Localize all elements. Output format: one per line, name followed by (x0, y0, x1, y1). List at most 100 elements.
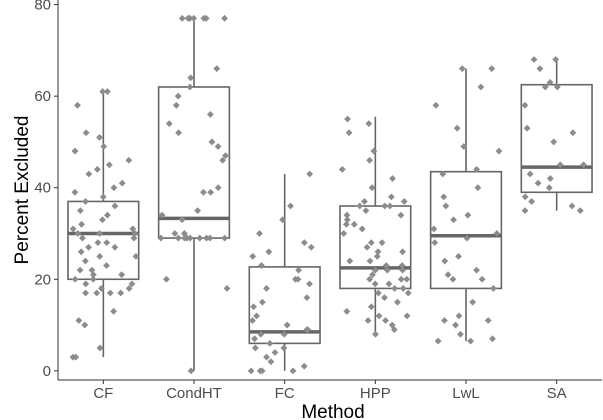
data-point (450, 216, 457, 224)
data-point (221, 234, 229, 242)
data-point (103, 262, 110, 269)
points-hpp (338, 115, 412, 338)
data-point (473, 165, 481, 173)
data-point (174, 92, 182, 100)
data-point (399, 285, 407, 292)
data-point (249, 252, 257, 260)
data-point (365, 120, 373, 128)
data-point (473, 266, 480, 274)
data-point (266, 339, 274, 347)
x-tick-label: HPP (360, 385, 391, 402)
iqr-box (67, 200, 140, 281)
data-point (400, 198, 408, 205)
y-axis-title: Percent Excluded (12, 116, 33, 265)
data-point (431, 239, 439, 247)
data-point (440, 317, 448, 324)
data-point (203, 234, 210, 242)
data-point (340, 230, 348, 237)
data-point (171, 230, 179, 237)
data-point (545, 184, 553, 192)
data-point (96, 133, 103, 141)
data-point (521, 101, 529, 109)
data-point (391, 285, 399, 292)
iqr-box (429, 170, 503, 290)
data-point (247, 367, 255, 375)
data-point (523, 124, 531, 132)
data-point (219, 156, 227, 164)
data-point (453, 124, 461, 132)
data-point (259, 298, 266, 306)
data-point (363, 243, 371, 251)
data-point (200, 14, 208, 22)
data-point (366, 275, 374, 283)
data-point (71, 275, 79, 283)
data-point (253, 312, 260, 320)
data-point (530, 56, 538, 63)
data-point (382, 262, 390, 269)
data-point (550, 138, 558, 146)
data-point (172, 101, 180, 109)
y-tick-label: 0 (43, 363, 51, 380)
data-point (366, 257, 374, 265)
data-point (99, 216, 106, 224)
data-point (390, 326, 398, 334)
data-point (206, 234, 214, 242)
data-point (258, 262, 265, 269)
data-point (74, 230, 82, 237)
data-point (474, 184, 482, 192)
data-point (569, 129, 577, 137)
data-point (342, 220, 350, 228)
data-point (125, 285, 133, 292)
data-point (283, 321, 291, 329)
x-tick-label: CondHT (166, 385, 222, 402)
data-point (489, 335, 496, 343)
data-point (343, 211, 351, 219)
data-point (394, 298, 401, 306)
y-tick-label: 40 (34, 180, 51, 197)
data-point (304, 326, 312, 334)
data-point (381, 202, 389, 210)
data-point (250, 303, 257, 311)
data-point (181, 230, 188, 237)
data-point (375, 312, 383, 320)
data-point (93, 289, 101, 297)
data-point (403, 312, 411, 320)
data-point (398, 262, 406, 269)
data-point (374, 248, 382, 256)
data-point (489, 285, 497, 292)
data-point (388, 321, 396, 329)
data-point (69, 225, 77, 233)
data-point (251, 335, 258, 343)
data-point (403, 275, 411, 283)
data-point (367, 303, 375, 311)
data-point (387, 193, 395, 201)
data-point (452, 321, 459, 329)
data-point (99, 88, 107, 95)
data-point (280, 330, 288, 338)
data-point (521, 207, 529, 215)
data-point (521, 193, 529, 201)
data-point (383, 266, 391, 274)
data-point (104, 88, 111, 95)
data-point (200, 188, 207, 196)
data-point (307, 243, 315, 251)
data-point (478, 275, 486, 283)
data-point (111, 243, 119, 251)
plot-area (67, 14, 593, 375)
data-point (484, 317, 492, 324)
data-point (207, 188, 215, 196)
data-point (343, 216, 351, 224)
data-point (432, 101, 440, 109)
data-point (374, 289, 382, 297)
data-point (132, 252, 140, 260)
data-point (477, 83, 485, 91)
data-point (194, 207, 202, 215)
iqr-box (339, 205, 412, 290)
data-point (257, 330, 265, 338)
x-tick-label: FC (275, 385, 295, 402)
data-point (370, 147, 378, 155)
data-point (267, 358, 275, 366)
data-point (85, 243, 93, 251)
data-point (181, 234, 188, 242)
